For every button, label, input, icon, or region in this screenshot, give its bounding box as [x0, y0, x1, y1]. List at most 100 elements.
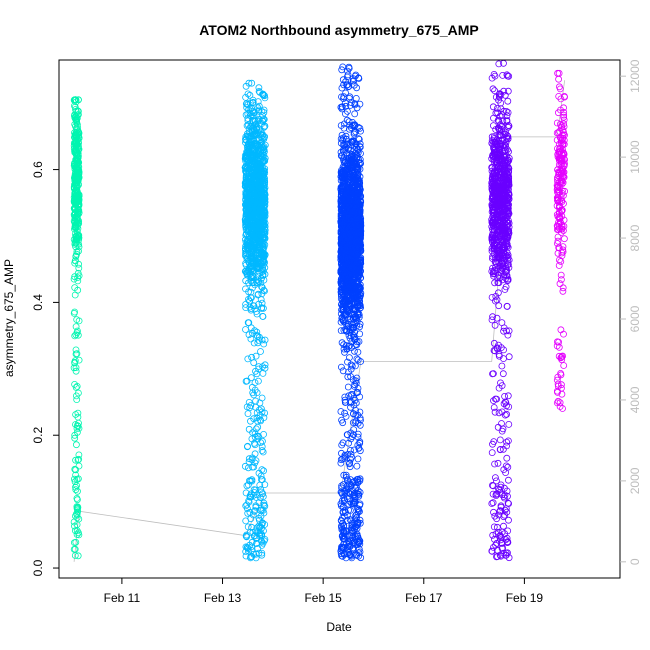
data-point: [73, 396, 81, 404]
data-point: [350, 77, 358, 85]
data-point: [254, 239, 262, 247]
data-point: [258, 266, 266, 274]
data-point: [340, 154, 348, 162]
data-point: [343, 254, 351, 262]
data-point: [242, 548, 250, 555]
data-point: [72, 145, 80, 153]
data-point: [249, 96, 257, 104]
data-point: [339, 182, 346, 190]
data-point: [337, 459, 345, 467]
data-point: [501, 506, 509, 514]
data-point: [72, 486, 80, 494]
data-point: [260, 430, 268, 438]
data-point: [340, 345, 348, 353]
data-point: [250, 391, 258, 399]
data-point: [242, 532, 250, 540]
data-point: [258, 305, 266, 312]
data-point: [353, 263, 361, 271]
data-point: [244, 442, 252, 450]
data-point: [253, 524, 261, 532]
data-point: [342, 554, 350, 562]
data-point: [488, 547, 496, 555]
data-point: [503, 117, 511, 125]
data-point: [493, 105, 501, 112]
data-point: [496, 121, 504, 128]
data-point: [347, 185, 355, 193]
data-point: [261, 409, 269, 417]
data-point: [345, 252, 353, 260]
data-point: [73, 248, 81, 256]
data-point: [345, 201, 353, 209]
data-point: [75, 451, 83, 459]
data-point: [500, 513, 508, 521]
data-point: [260, 221, 268, 229]
data-point: [342, 102, 350, 110]
data-point: [73, 441, 80, 449]
data-point: [348, 344, 355, 352]
data-point: [354, 186, 362, 194]
data-point: [248, 274, 256, 282]
data-point: [504, 331, 512, 339]
data-point: [259, 506, 267, 514]
data-point: [355, 226, 363, 234]
data-point: [255, 336, 263, 344]
data-point: [73, 531, 81, 538]
data-point: [342, 412, 350, 420]
data-point: [253, 370, 261, 378]
data-point: [353, 294, 361, 302]
data-point: [344, 140, 352, 148]
data-point: [71, 434, 79, 442]
data-point: [345, 489, 353, 497]
data-point: [357, 242, 365, 249]
data-point: [337, 169, 345, 177]
data-point: [504, 392, 512, 400]
data-point: [357, 245, 365, 253]
data-point: [490, 508, 497, 516]
data-point: [353, 84, 361, 92]
data-point: [349, 211, 357, 219]
data-point: [505, 516, 512, 524]
data-point: [340, 471, 348, 479]
data-point: [337, 502, 345, 510]
data-point: [260, 219, 268, 227]
data-point: [242, 285, 249, 293]
data-point: [357, 304, 365, 311]
data-point: [258, 532, 266, 540]
data-point: [337, 363, 345, 371]
data-point: [338, 66, 346, 74]
data-point: [354, 433, 362, 441]
data-point: [75, 201, 83, 209]
data-point: [73, 148, 81, 156]
data-point: [248, 250, 256, 258]
data-point: [255, 234, 263, 242]
data-point: [353, 532, 361, 540]
data-point: [259, 245, 267, 252]
data-point: [71, 357, 79, 365]
data-point: [252, 352, 260, 360]
data-point: [244, 214, 252, 222]
data-point: [347, 403, 354, 411]
data-point: [243, 132, 251, 140]
data-point: [245, 279, 252, 287]
data-point: [72, 367, 80, 375]
data-point: [346, 271, 354, 279]
data-point: [242, 238, 250, 246]
data-point: [342, 528, 350, 535]
data-point: [491, 72, 499, 80]
data-point: [247, 324, 255, 332]
data-point: [337, 285, 345, 293]
data-point: [344, 477, 351, 485]
data-point: [504, 437, 512, 445]
data-point: [246, 239, 254, 246]
data-point: [489, 370, 496, 378]
data-point: [249, 152, 257, 160]
data-point: [489, 122, 497, 129]
data-point: [357, 358, 365, 365]
data-point: [337, 310, 345, 318]
data-point: [244, 101, 252, 109]
data-point: [353, 234, 361, 242]
data-point: [249, 528, 257, 536]
data-point: [353, 172, 361, 180]
data-point: [503, 134, 511, 142]
